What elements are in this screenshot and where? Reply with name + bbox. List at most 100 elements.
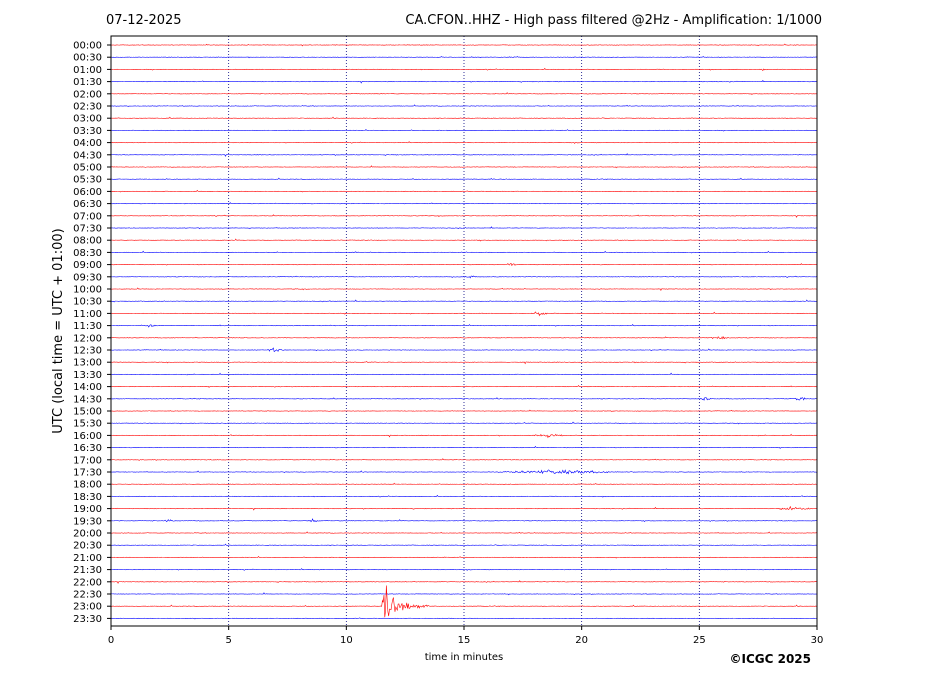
row-time-label: 07:30 bbox=[73, 224, 102, 235]
trace-row bbox=[110, 494, 818, 498]
x-axis-ticks: 0 5 10 15 20 25 30 bbox=[108, 626, 824, 646]
trace-row bbox=[110, 543, 818, 547]
trace-row bbox=[110, 43, 818, 47]
row-time-label: 17:00 bbox=[73, 455, 102, 466]
row-time-label: 08:30 bbox=[73, 248, 102, 259]
row-time-label: 16:00 bbox=[73, 431, 102, 442]
trace-row bbox=[110, 141, 818, 144]
trace-row bbox=[110, 226, 818, 230]
row-time-label: 05:00 bbox=[73, 163, 102, 174]
trace-row bbox=[110, 568, 818, 571]
row-time-label: 11:00 bbox=[73, 309, 102, 320]
trace-row bbox=[110, 372, 818, 376]
trace-row bbox=[110, 238, 818, 242]
trace-row bbox=[110, 189, 818, 193]
x-axis-label: time in minutes bbox=[425, 652, 504, 663]
row-time-label: 03:30 bbox=[73, 126, 102, 137]
trace-row bbox=[110, 67, 818, 72]
trace-row bbox=[110, 458, 818, 461]
row-time-label: 02:30 bbox=[73, 102, 102, 113]
trace-row bbox=[110, 311, 818, 317]
row-time-label: 18:00 bbox=[73, 480, 102, 491]
trace-row bbox=[110, 531, 818, 534]
trace-row bbox=[110, 482, 818, 486]
row-time-label: 09:30 bbox=[73, 272, 102, 283]
row-time-label: 00:30 bbox=[73, 53, 102, 64]
trace-row bbox=[110, 445, 818, 449]
trace-row bbox=[110, 92, 818, 96]
row-time-label: 14:30 bbox=[73, 394, 102, 405]
row-time-label: 13:00 bbox=[73, 358, 102, 369]
x-tick-label: 30 bbox=[811, 635, 824, 646]
row-time-label: 16:30 bbox=[73, 443, 102, 454]
row-time-label: 09:00 bbox=[73, 260, 102, 271]
copyright-label: ©ICGC 2025 bbox=[729, 652, 811, 666]
row-time-label: 03:00 bbox=[73, 114, 102, 125]
trace-row bbox=[111, 336, 818, 340]
seismogram-traces bbox=[110, 43, 818, 620]
row-time-label: 06:30 bbox=[73, 199, 102, 210]
row-time-label: 14:00 bbox=[73, 382, 102, 393]
row-time-label: 19:00 bbox=[73, 504, 102, 515]
trace-row bbox=[110, 165, 818, 169]
trace-row bbox=[110, 433, 818, 439]
plot-frame bbox=[110, 35, 818, 627]
trace-row bbox=[110, 299, 818, 303]
row-time-label: 01:30 bbox=[73, 77, 102, 88]
trace-row bbox=[110, 469, 818, 475]
row-time-label: 20:30 bbox=[73, 541, 102, 552]
x-tick-label: 5 bbox=[225, 635, 231, 646]
trace-row bbox=[110, 214, 818, 218]
trace-row bbox=[110, 128, 818, 132]
trace-row bbox=[110, 275, 818, 279]
x-tick-label: 15 bbox=[458, 635, 471, 646]
vertical-grid bbox=[228, 36, 700, 626]
row-time-label: 15:00 bbox=[73, 407, 102, 418]
x-tick-label: 20 bbox=[575, 635, 588, 646]
trace-row bbox=[110, 592, 818, 596]
row-time-label: 17:30 bbox=[73, 468, 102, 479]
row-time-label: 04:00 bbox=[73, 138, 102, 149]
trace-row bbox=[110, 263, 818, 267]
row-time-label: 20:00 bbox=[73, 529, 102, 540]
row-time-label: 23:00 bbox=[73, 602, 102, 613]
row-time-label: 13:30 bbox=[73, 370, 102, 381]
row-time-label: 21:00 bbox=[73, 553, 102, 564]
x-tick-label: 10 bbox=[340, 635, 353, 646]
row-time-label: 06:00 bbox=[73, 187, 102, 198]
row-time-label: 10:30 bbox=[73, 297, 102, 308]
trace-row bbox=[110, 361, 817, 365]
trace-row bbox=[110, 505, 818, 511]
row-time-label: 07:00 bbox=[73, 211, 102, 222]
trace-row bbox=[110, 177, 818, 180]
row-time-label: 22:30 bbox=[73, 590, 102, 601]
row-time-label: 00:00 bbox=[73, 41, 102, 52]
trace-row bbox=[110, 585, 818, 618]
row-time-label: 04:30 bbox=[73, 150, 102, 161]
trace-row bbox=[110, 580, 818, 584]
row-time-label: 18:30 bbox=[73, 492, 102, 503]
y-axis-label: UTC (local time = UTC + 01:00) bbox=[51, 228, 66, 433]
row-time-label: 01:00 bbox=[73, 65, 102, 76]
row-time-label: 02:00 bbox=[73, 89, 102, 100]
row-time-label: 15:30 bbox=[73, 419, 102, 430]
row-time-label: 10:00 bbox=[73, 285, 102, 296]
trace-row bbox=[110, 409, 818, 412]
trace-row bbox=[110, 347, 818, 353]
row-time-label: 12:30 bbox=[73, 346, 102, 357]
row-time-label: 05:30 bbox=[73, 175, 102, 186]
row-time-label: 12:00 bbox=[73, 333, 102, 344]
row-time-label: 08:00 bbox=[73, 236, 102, 247]
trace-row bbox=[110, 250, 818, 254]
trace-row bbox=[110, 153, 818, 157]
trace-row bbox=[110, 287, 818, 292]
row-time-label: 22:00 bbox=[73, 577, 102, 588]
row-time-label: 11:30 bbox=[73, 321, 102, 332]
trace-row bbox=[110, 79, 818, 84]
trace-row bbox=[110, 385, 818, 388]
chart-title: CA.CFON..HHZ - High pass filtered @2Hz -… bbox=[405, 13, 822, 28]
trace-row bbox=[110, 555, 818, 559]
